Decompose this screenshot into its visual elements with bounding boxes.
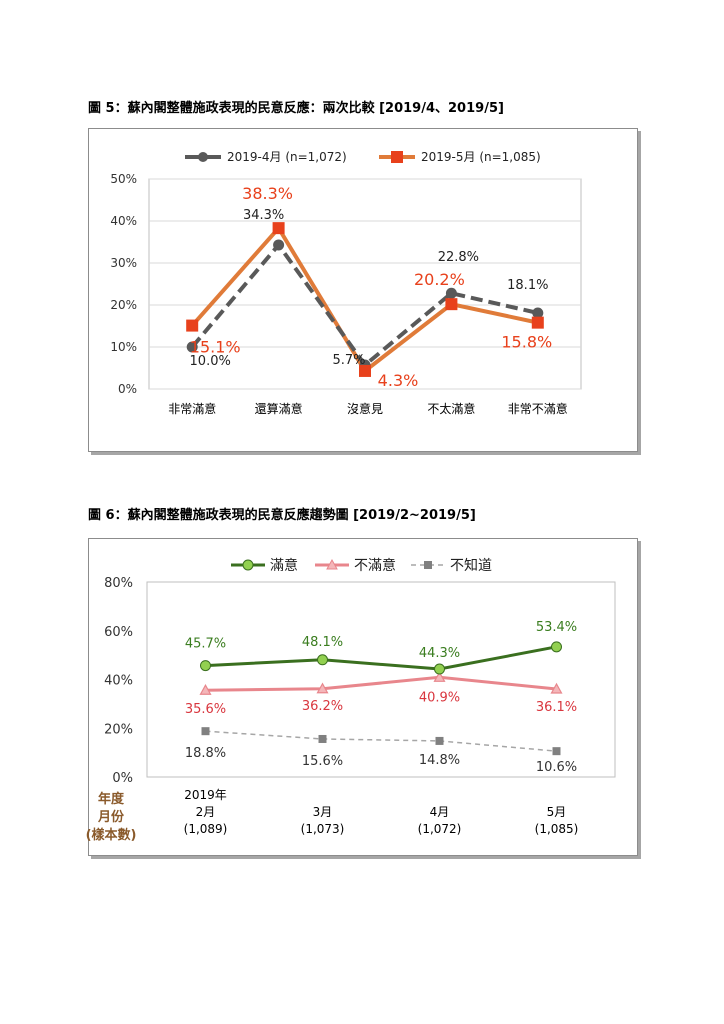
- figure6-title: 圖 6：蘇內閣整體施政表現的民意反應趨勢圖 [2019/2~2019/5]: [88, 508, 476, 523]
- data-label-dont-know: 10.6%: [536, 760, 577, 775]
- x-category-label: (1,072): [418, 822, 462, 836]
- legend-marker-2019-5: [391, 151, 403, 163]
- marker-satisfied: [317, 654, 328, 666]
- x-category-label: 非常滿意: [168, 401, 216, 416]
- marker-satisfied: [434, 663, 445, 675]
- x-category-label: (1,073): [301, 822, 345, 836]
- legend-label-2019-5: 2019-5月 (n=1,085): [421, 150, 541, 164]
- marker-dont-know: [318, 734, 327, 743]
- x-axis-label: (樣本數): [86, 827, 137, 843]
- data-label-dissatisfied: 40.9%: [419, 690, 460, 705]
- marker-2019-4: [445, 287, 457, 299]
- y-tick-label: 0%: [112, 771, 133, 786]
- marker-2019-4: [273, 239, 285, 251]
- x-axis-label: 年度: [98, 791, 125, 807]
- x-category-label: 非常不滿意: [508, 401, 568, 416]
- legend-label-dont-know: 不知道: [450, 557, 492, 574]
- legend: 滿意 不滿意 不知道: [231, 557, 492, 574]
- figure5-plot: 0% 10% 20% 30% 40% 50% 非常滿意 還算滿意 沒意見 不太滿意 非常不滿意 10.…: [110, 150, 582, 416]
- x-category-label: 3月: [313, 805, 333, 819]
- x-category-label: 還算滿意: [255, 401, 303, 416]
- marker-2019-5: [186, 319, 199, 332]
- marker-dont-know: [201, 727, 210, 736]
- x-category-label: 4月: [430, 805, 450, 819]
- data-label-2019-5: 20.2%: [414, 270, 465, 289]
- marker-2019-4: [532, 307, 544, 319]
- data-label-2019-5: 4.3%: [378, 371, 419, 390]
- legend-label-satisfied: 滿意: [270, 557, 298, 574]
- marker-2019-5: [531, 316, 544, 329]
- data-label-2019-4: 34.3%: [243, 208, 284, 223]
- y-tick-label: 0%: [118, 382, 137, 396]
- marker-satisfied: [200, 660, 211, 672]
- y-tick-label: 80%: [104, 576, 133, 591]
- data-label-dont-know: 15.6%: [302, 754, 343, 769]
- marker-dissatisfied: [433, 671, 446, 682]
- series-line-dont-know: [205, 730, 557, 752]
- data-label-2019-5: 38.3%: [242, 184, 293, 203]
- x-category-label: (1,085): [535, 822, 579, 836]
- marker-2019-5: [272, 222, 285, 235]
- marker-2019-5: [445, 298, 458, 311]
- x-category-label: 2月: [196, 805, 216, 819]
- marker-satisfied: [551, 641, 562, 653]
- x-category-label: 不太滿意: [427, 401, 475, 416]
- series-line-2019-5: [190, 224, 539, 374]
- data-label-dont-know: 18.8%: [185, 746, 226, 761]
- figure5-chart: 0% 10% 20% 30% 40% 50% 非常滿意 還算滿意 沒意見 不太滿意 非常不滿意 10.…: [88, 128, 638, 452]
- x-category-label: 5月: [547, 805, 567, 819]
- y-tick-label: 10%: [110, 340, 137, 354]
- x-category-label: (1,089): [184, 822, 228, 836]
- data-label-satisfied: 53.4%: [536, 620, 577, 635]
- data-label-2019-4: 22.8%: [438, 250, 479, 265]
- data-label-dissatisfied: 35.6%: [185, 702, 226, 717]
- marker-dont-know: [435, 736, 444, 745]
- series-line-dissatisfied: [205, 675, 557, 692]
- marker-2019-4: [186, 341, 198, 353]
- data-label-2019-5: 15.1%: [190, 338, 241, 357]
- data-label-dissatisfied: 36.1%: [536, 700, 577, 715]
- plot-area: [146, 581, 616, 778]
- y-tick-label: 30%: [110, 256, 137, 270]
- y-tick-label: 40%: [104, 674, 133, 689]
- data-label-satisfied: 45.7%: [185, 637, 226, 652]
- data-label-dont-know: 14.8%: [419, 753, 460, 768]
- x-axis-label: 月份: [97, 809, 125, 825]
- y-tick-label: 60%: [104, 625, 133, 640]
- legend-marker-satisfied: [242, 559, 254, 571]
- x-category-label: 沒意見: [347, 401, 383, 416]
- marker-dissatisfied: [550, 682, 563, 694]
- y-tick-label: 50%: [110, 172, 137, 186]
- data-label-dissatisfied: 36.2%: [302, 699, 343, 714]
- legend-marker-dont-know: [424, 561, 432, 569]
- marker-dont-know: [552, 747, 561, 756]
- y-tick-label: 20%: [110, 298, 137, 312]
- marker-dissatisfied: [199, 683, 212, 695]
- y-tick-label: 40%: [110, 214, 137, 228]
- data-label-2019-4: 18.1%: [507, 278, 548, 293]
- legend-marker-dissatisfied: [326, 558, 338, 570]
- data-label-satisfied: 48.1%: [302, 635, 343, 650]
- data-label-2019-5: 15.8%: [501, 333, 552, 352]
- y-tick-label: 20%: [104, 722, 133, 737]
- figure5-title: 圖 5：蘇內閣整體施政表現的民意反應：兩次比較 [2019/4、2019/5]: [88, 101, 504, 116]
- legend-marker-2019-4: [198, 152, 208, 162]
- series-line-satisfied: [205, 645, 557, 671]
- marker-dissatisfied: [316, 682, 329, 694]
- data-label-2019-4: 10.0%: [190, 354, 231, 369]
- legend-label-2019-4: 2019-4月 (n=1,072): [227, 150, 347, 164]
- legend: 2019-4月 (n=1,072) 2019-5月 (n=1,085): [185, 150, 541, 164]
- figure6-chart: 0% 20% 40% 60% 80% 2019年 2月 (1,089) 3月 (1,073) 4月 (…: [86, 538, 638, 856]
- legend-label-dissatisfied: 不滿意: [354, 557, 396, 574]
- x-category-label: 2019年: [184, 788, 227, 802]
- data-label-satisfied: 44.3%: [419, 646, 460, 661]
- marker-2019-5: [359, 364, 371, 377]
- figure6-plot: 0% 20% 40% 60% 80% 2019年 2月 (1,089) 3月 (1,073) 4月 (…: [86, 557, 616, 843]
- data-label-2019-4: 5.7%: [332, 353, 365, 368]
